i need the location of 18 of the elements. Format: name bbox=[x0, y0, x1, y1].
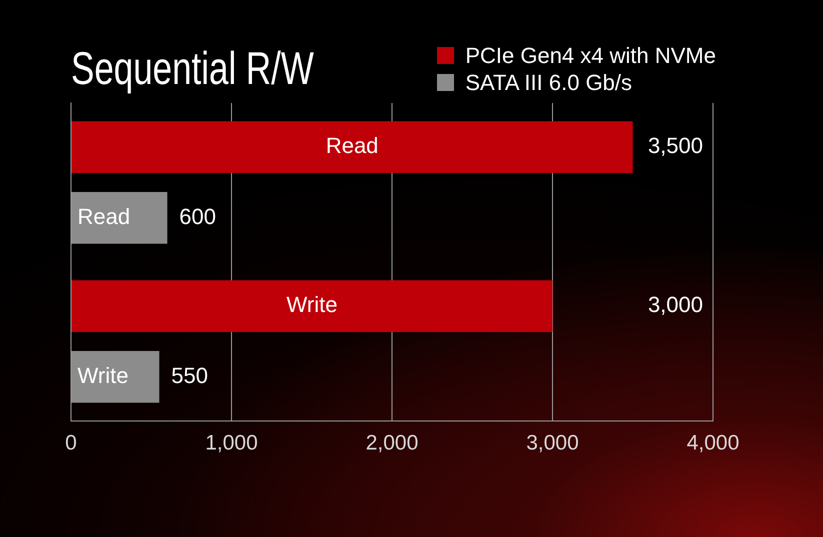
bar bbox=[72, 192, 168, 244]
x-tick-label: 3,000 bbox=[526, 431, 579, 454]
x-tick-label: 0 bbox=[65, 431, 77, 454]
data-label: 3,500 bbox=[648, 133, 703, 158]
x-tick-label: 1,000 bbox=[205, 431, 258, 454]
category-label: Read bbox=[326, 133, 378, 158]
legend-label: PCIe Gen4 x4 with NVMe bbox=[465, 42, 716, 69]
data-label: 600 bbox=[179, 204, 216, 229]
bar bbox=[72, 121, 633, 173]
x-tick-label: 2,000 bbox=[366, 431, 418, 454]
data-label: 3,000 bbox=[648, 292, 703, 318]
x-tick-label: 4,000 bbox=[686, 431, 740, 454]
category-label: Write bbox=[286, 292, 338, 318]
legend-label: SATA III 6.0 Gb/s bbox=[465, 69, 632, 96]
data-label: 550 bbox=[171, 362, 208, 388]
bar bbox=[72, 280, 552, 332]
bar bbox=[72, 351, 160, 403]
chart-title: Sequential R/W bbox=[71, 41, 314, 96]
